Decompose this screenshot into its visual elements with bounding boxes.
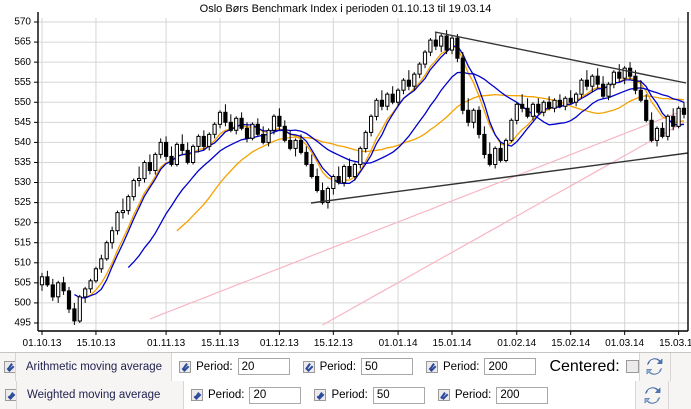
period-50-input[interactable]: [361, 358, 414, 375]
svg-text:01.11.13: 01.11.13: [147, 338, 186, 349]
svg-text:01.03.14: 01.03.14: [605, 338, 644, 349]
period-label: Period:: [208, 389, 245, 401]
period-200-input[interactable]: [484, 358, 537, 375]
period-20-checkbox[interactable]: [191, 389, 203, 401]
svg-text:520: 520: [14, 217, 31, 228]
ma-line: [322, 121, 685, 326]
period-20-checkbox[interactable]: [179, 360, 192, 373]
period-20-input[interactable]: [249, 386, 302, 404]
grid-lines: [38, 18, 688, 331]
x-axis: 01.10.13 15.10.13 01.11.13 15.11.13 01.12.13…: [23, 331, 691, 349]
chart-title: Oslo Børs Benchmark Index i perioden 01.…: [199, 3, 492, 15]
ma-row-label: Weighted moving average: [17, 381, 184, 409]
enable-row-checkbox[interactable]: [5, 389, 16, 401]
ma-line: [127, 71, 685, 269]
ma-line: [149, 109, 685, 320]
row-tail-spacer: [669, 381, 691, 409]
svg-text:15.10.13: 15.10.13: [76, 338, 115, 349]
period-group: Period:: [302, 358, 414, 375]
period-label: Period:: [331, 389, 368, 401]
period-fields: Period: Period: Period: Centered:: [172, 352, 640, 381]
svg-text:555: 555: [14, 77, 31, 88]
y-axis: 570 565 560 555 550 545 540 535 530 525 520 515 510 5…: [14, 17, 38, 329]
refresh-button[interactable]: [636, 381, 669, 409]
centered-checkbox[interactable]: [625, 360, 639, 373]
svg-text:495: 495: [14, 318, 31, 329]
centered-label: Centered:: [549, 357, 620, 375]
svg-text:565: 565: [14, 37, 31, 48]
chart-area: Oslo Børs Benchmark Index i perioden 01.…: [0, 0, 691, 352]
svg-text:535: 535: [14, 157, 31, 168]
svg-text:01.12.13: 01.12.13: [260, 338, 299, 349]
period-group: Period:: [426, 358, 537, 375]
svg-text:15.02.14: 15.02.14: [551, 338, 590, 349]
svg-text:570: 570: [14, 17, 31, 28]
svg-text:01.02.14: 01.02.14: [497, 338, 536, 349]
svg-text:510: 510: [14, 257, 31, 268]
period-label: Period:: [319, 360, 357, 373]
svg-text:505: 505: [14, 277, 31, 288]
period-20-input[interactable]: [237, 358, 290, 375]
moving-average-control-panel: Arithmetic moving averagePeriod:Period:P…: [0, 352, 691, 409]
svg-text:525: 525: [14, 197, 31, 208]
price-chart[interactable]: 570 565 560 555 550 545 540 535 530 525 520 515 510 5…: [0, 0, 691, 352]
svg-text:560: 560: [14, 57, 31, 68]
svg-text:15.12.13: 15.12.13: [314, 338, 353, 349]
ma-line: [176, 93, 685, 232]
period-label: Period:: [443, 360, 480, 373]
period-label: Period:: [454, 389, 492, 401]
svg-text:15.03.14: 15.03.14: [659, 338, 691, 349]
period-200-checkbox[interactable]: [437, 389, 450, 401]
svg-text:01.10.13: 01.10.13: [23, 338, 62, 349]
ma-row: Arithmetic moving averagePeriod:Period:P…: [0, 352, 691, 381]
ma-row: Weighted moving averagePeriod:Period:Per…: [0, 381, 691, 409]
period-group: Period:: [314, 386, 425, 404]
refresh-button[interactable]: [639, 352, 671, 381]
period-50-input[interactable]: [372, 386, 425, 404]
centered-group: Centered:: [549, 357, 639, 376]
period-label: Period:: [196, 360, 233, 373]
period-50-checkbox[interactable]: [314, 389, 327, 401]
svg-text:01.01.14: 01.01.14: [379, 338, 418, 349]
period-group: Period:: [179, 358, 290, 375]
enable-weighted-checkbox-cell[interactable]: [0, 381, 17, 409]
period-200-checkbox[interactable]: [426, 360, 439, 373]
svg-text:550: 550: [14, 97, 31, 108]
svg-text:500: 500: [14, 298, 31, 309]
refresh-icon: [644, 386, 660, 404]
enable-row-checkbox[interactable]: [4, 360, 15, 373]
period-group: Period:: [191, 386, 302, 404]
period-50-checkbox[interactable]: [302, 360, 315, 373]
lower-support-trendline: [310, 152, 689, 204]
svg-text:545: 545: [14, 117, 31, 128]
period-group: Period:: [437, 386, 549, 404]
period-fields: Period: Period: Period:: [184, 381, 636, 409]
svg-text:15.11.13: 15.11.13: [201, 338, 240, 349]
svg-text:515: 515: [14, 237, 31, 248]
svg-text:15.01.14: 15.01.14: [433, 338, 472, 349]
upper-resistance-trendline: [434, 31, 687, 84]
candlestick-series: [39, 30, 687, 325]
svg-text:530: 530: [14, 177, 31, 188]
enable-arithmetic-checkbox-cell[interactable]: [0, 352, 16, 381]
refresh-icon: [646, 358, 663, 375]
svg-text:540: 540: [14, 137, 31, 148]
row-tail-spacer: [670, 352, 691, 381]
period-200-input[interactable]: [496, 386, 549, 404]
ma-row-label: Arithmetic moving average: [15, 352, 173, 381]
axis-frame: [37, 12, 689, 332]
